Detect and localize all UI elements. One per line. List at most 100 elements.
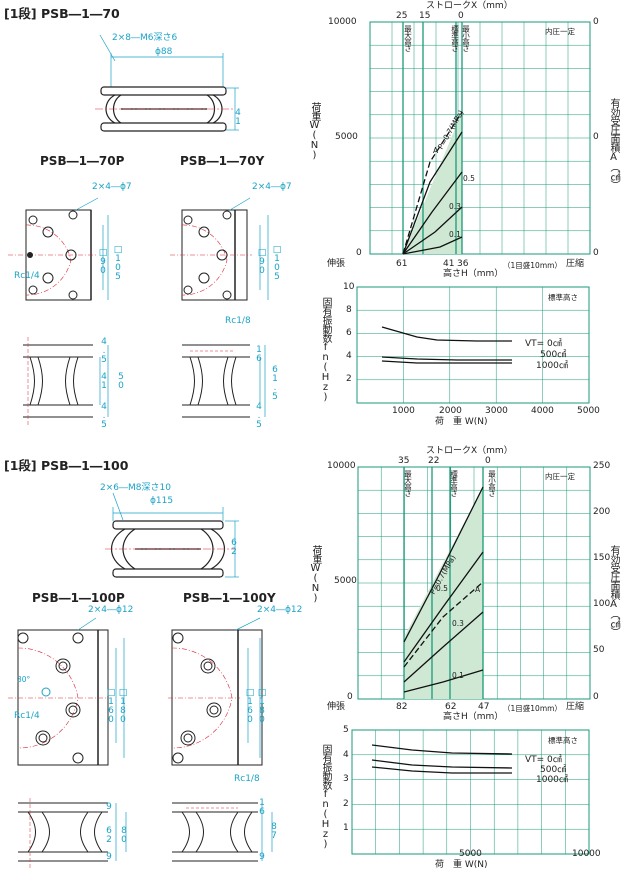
area-tick-0: 0 — [593, 17, 599, 27]
f-ytick-0: 10 — [343, 282, 355, 292]
f-xtick-3: 4000 — [531, 406, 554, 416]
h-tick-1: 41 — [443, 259, 455, 269]
y-side-port-100: Rc1/8 — [234, 774, 260, 784]
f2-ytick-2: 3 — [343, 774, 349, 784]
y-side-d3-100: 9 — [257, 852, 267, 861]
load-xlabel: 高さH（mm） — [443, 269, 504, 279]
p-plate-drawing-100 — [8, 617, 125, 766]
p-side-d4: 4.5 — [99, 402, 109, 429]
p-side-d3-100: 80 — [119, 826, 129, 844]
stroke-tick-1-100: 22 — [428, 456, 440, 466]
area-tick-1-100: 200 — [593, 507, 611, 517]
p-port-100: Rc1/4 — [14, 711, 40, 721]
p-angle-100: 30° — [17, 675, 31, 684]
area-tick-0-100: 250 — [593, 461, 611, 471]
line-min: 最小高さ — [461, 25, 471, 51]
p-side-drawing-100 — [18, 798, 127, 868]
load-chart-100 — [357, 466, 591, 700]
h-tick-1-100: 62 — [445, 702, 457, 712]
curve-p01 — [403, 669, 484, 693]
vt-0-100: VT= 0㎠ — [525, 755, 562, 765]
scale-note-100: （1目盛10mm） — [503, 704, 562, 713]
area-tick-5-100: 0 — [593, 692, 599, 702]
stroke-tick-1: 15 — [419, 11, 431, 21]
area-label: 有効受圧面積A（㎠） — [608, 98, 619, 189]
f2-ytick-3: 2 — [343, 799, 349, 809]
p-side-d1-100: 9 — [104, 802, 114, 811]
load-ylabel: 荷重W(N) — [309, 102, 320, 160]
variant-y-label: PSB―1―70Y — [180, 154, 265, 168]
f2-xtick-0: 5000 — [459, 849, 482, 859]
freq-curve-0 — [371, 744, 513, 755]
p-side-d1: 4.5 — [99, 337, 109, 364]
y-holes: 2×4―ϕ7 — [252, 182, 292, 192]
freq-curve-0 — [381, 326, 512, 342]
stroke-tick-2-100: 0 — [485, 456, 491, 466]
curve-p01 — [402, 236, 463, 255]
h-tick-2-100: 47 — [478, 702, 490, 712]
line-min-100: 最小高さ — [487, 470, 497, 496]
hole-note: 2×8―M6深さ6 — [112, 33, 178, 43]
y-side-d1: 16 — [254, 345, 264, 363]
chart-frame — [356, 286, 590, 404]
freq-xlabel-100: 荷 重 W(N) — [435, 860, 488, 870]
load-xlabel-100: 高さH（mm） — [443, 712, 504, 722]
load-chart-70 — [369, 21, 591, 255]
stroke-title: ストロークX（mm） — [426, 1, 513, 11]
curve-p01-100: 0.1 — [452, 671, 464, 680]
f2-ytick-0: 5 — [343, 725, 349, 735]
vt-1000: 1000㎠ — [536, 361, 568, 371]
line-std: 標準高さ — [450, 25, 460, 51]
p-holes: 2×4―ϕ7 — [92, 182, 132, 192]
vt-1000-100: 1000㎠ — [536, 775, 568, 785]
y-dim-inner-100: □160 — [245, 688, 255, 724]
freq-corner-100: 標準高さ — [548, 736, 578, 745]
corner-note-100: 内圧一定 — [545, 472, 575, 481]
scale-note: （1目盛10mm） — [503, 261, 562, 270]
h-tick-2: 36 — [457, 259, 469, 269]
f-ytick-1: 8 — [346, 305, 352, 315]
stroke-tick-0: 25 — [396, 11, 408, 21]
curve-p05: 0.5 — [463, 174, 475, 183]
curve-A — [403, 581, 484, 668]
variant-y-label-100: PSB―1―100Y — [183, 591, 276, 605]
vt-500-100: 500㎠ — [540, 765, 567, 775]
freq-xlabel: 荷 重 W(N) — [435, 417, 488, 427]
freq-ylabel-100: 固有振動数fn(Hz) — [320, 744, 331, 849]
freq-chart-70 — [356, 286, 590, 404]
left-end-100: 伸張 — [327, 702, 346, 712]
y-dim-inner: □90 — [257, 248, 267, 275]
p-dim-inner-100: □160 — [106, 688, 116, 724]
vt-0: VT= 0㎠ — [525, 339, 562, 349]
p-dim-outer: □105 — [113, 245, 123, 281]
curve-A — [402, 111, 463, 255]
freq-corner: 標準高さ — [548, 293, 578, 302]
f-ytick-4: 2 — [346, 374, 352, 384]
freq-curve-500 — [371, 759, 513, 769]
f-xtick-2: 3000 — [485, 406, 508, 416]
f-xtick-0: 1000 — [392, 406, 415, 416]
p-side-d3: 50 — [116, 372, 126, 390]
load-ytick-2: 0 — [356, 248, 362, 258]
y-side-d2-100: 87 — [269, 822, 279, 840]
dia-label-100: ϕ115 — [150, 496, 174, 506]
load-ytick-1-100: 5000 — [334, 576, 357, 586]
y-side-drawing-70 — [182, 344, 266, 418]
load-ytick-2-100: 0 — [347, 692, 353, 702]
y-side-d2: 61.5 — [270, 365, 280, 401]
area-tick-2: 0 — [593, 248, 599, 258]
curve-p03 — [402, 206, 463, 255]
line-max: 最大高さ — [403, 25, 413, 51]
p-holes-100: 2×4―ϕ12 — [88, 605, 134, 615]
freq-curve-1000 — [381, 360, 512, 364]
dia-label: ϕ88 — [155, 47, 173, 57]
freq-ylabel: 固有振動数fn(Hz) — [320, 297, 331, 402]
area-tick-1: 0 — [593, 132, 599, 142]
f2-xtick-1: 10000 — [572, 849, 601, 859]
p-dim-outer-100: □180 — [118, 688, 128, 724]
load-ytick-0-100: 10000 — [327, 461, 356, 471]
stroke-title-100: ストロークX（mm） — [426, 446, 513, 456]
y-holes-100: 2×4―ϕ12 — [257, 605, 303, 615]
height-label-100: 62 — [229, 538, 239, 556]
y-side-d3: 4.5 — [254, 402, 264, 429]
